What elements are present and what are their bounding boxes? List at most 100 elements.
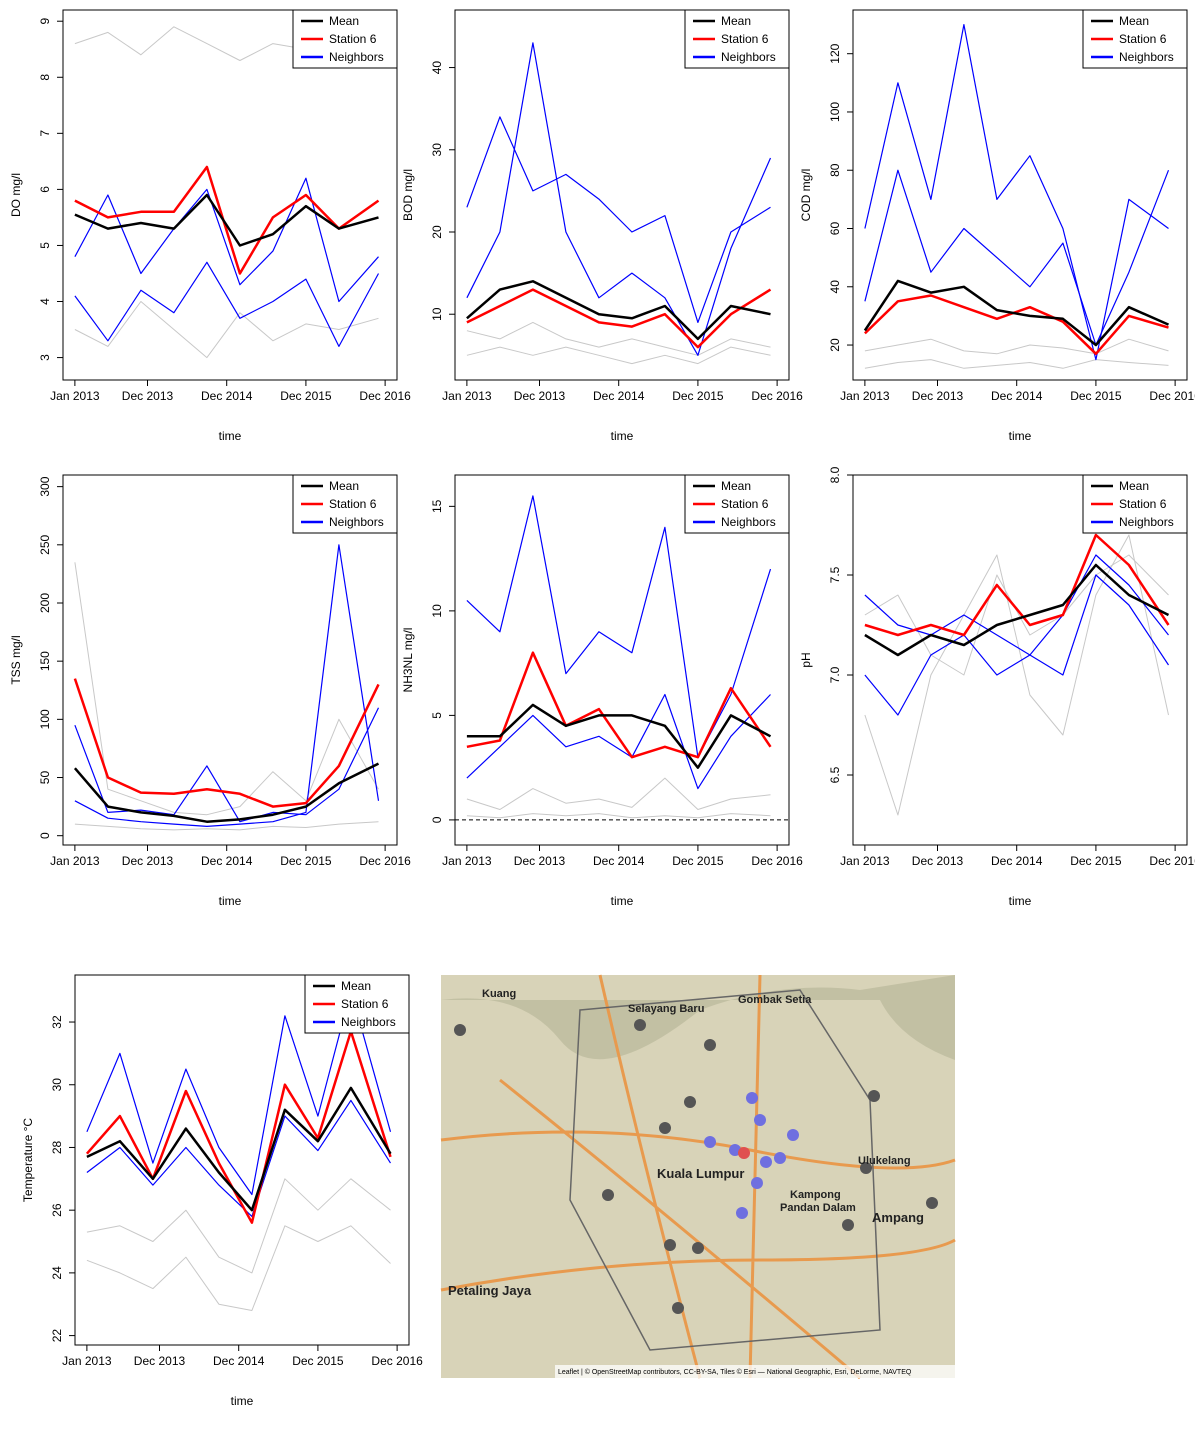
y-tick-label: 7 <box>38 130 52 137</box>
series-line <box>864 359 1169 369</box>
y-tick-label: 5 <box>38 242 52 249</box>
x-tick-label: Dec 2015 <box>1070 854 1122 868</box>
x-tick-label: Dec 2013 <box>122 389 174 403</box>
y-tick-label: 26 <box>50 1203 64 1217</box>
series-line <box>74 301 379 359</box>
x-tick-label: Dec 2013 <box>912 389 964 403</box>
x-tick-label: Dec 2013 <box>134 1354 186 1368</box>
y-tick-label: 50 <box>38 771 52 785</box>
x-tick-label: Dec 2016 <box>1149 854 1195 868</box>
series-line <box>864 294 1169 356</box>
map-label: Ampang <box>872 1210 924 1225</box>
series-line <box>86 990 392 1196</box>
plot-frame <box>62 474 398 846</box>
y-tick-label: 5 <box>430 712 444 719</box>
series-line <box>86 1225 391 1311</box>
y-tick-label: 10 <box>430 604 444 618</box>
y-tick-label: 0 <box>430 816 444 823</box>
series-line <box>466 703 772 769</box>
x-tick-label: Dec 2014 <box>991 854 1043 868</box>
x-axis-label: time <box>611 429 634 443</box>
x-tick-label: Dec 2014 <box>593 389 645 403</box>
series-line <box>466 42 772 356</box>
map-label: Gombak Setia <box>738 994 812 1006</box>
x-axis-label: time <box>219 429 242 443</box>
legend-label: Mean <box>1119 14 1149 28</box>
x-tick-label: Dec 2013 <box>514 389 566 403</box>
y-tick-label: 120 <box>828 43 842 63</box>
series-line <box>864 338 1169 355</box>
chart-panel: 10 20 30 40 Jan 2013 Dec 2013 Dec 2014 Dec 2015… <box>401 9 803 443</box>
y-tick-label: 8.0 <box>828 466 842 483</box>
x-tick-label: Dec 2016 <box>371 1354 423 1368</box>
y-tick-label: 24 <box>50 1266 64 1280</box>
series-line <box>864 534 1169 816</box>
legend-label: Neighbors <box>1119 515 1174 529</box>
y-tick-label: 300 <box>38 476 52 496</box>
x-tick-label: Dec 2013 <box>514 854 566 868</box>
x-tick-label: Dec 2015 <box>672 854 724 868</box>
x-tick-label: Jan 2013 <box>62 1354 112 1368</box>
x-tick-label: Dec 2016 <box>359 389 411 403</box>
series-line <box>86 1086 392 1212</box>
plot-frame <box>62 9 398 381</box>
x-axis-label: time <box>611 894 634 908</box>
y-tick-label: 9 <box>38 18 52 25</box>
y-tick-label: 6 <box>38 186 52 193</box>
x-tick-label: Dec 2016 <box>359 854 411 868</box>
x-tick-label: Dec 2014 <box>593 854 645 868</box>
legend-label: Station 6 <box>329 32 377 46</box>
series-line <box>864 574 1170 716</box>
map-neighbor-markers <box>704 1092 799 1219</box>
series-line <box>864 169 1170 346</box>
map-label: Ulukelang <box>858 1155 911 1167</box>
legend-label: Station 6 <box>1119 32 1167 46</box>
x-tick-label: Jan 2013 <box>840 389 890 403</box>
y-tick-label: 0 <box>38 832 52 839</box>
x-tick-label: Jan 2013 <box>840 854 890 868</box>
chart-panel: 0 5 10 15 Jan 2013 Dec 2013 Dec 2014 Dec 2015 De… <box>401 474 803 908</box>
legend-label: Neighbors <box>329 515 384 529</box>
series-line <box>86 1099 392 1217</box>
x-tick-label: Jan 2013 <box>50 389 100 403</box>
y-tick-label: 8 <box>38 74 52 81</box>
series-line <box>73 678 380 808</box>
x-axis-label: time <box>231 1394 254 1408</box>
x-axis-label: time <box>219 894 242 908</box>
series-line <box>864 533 1170 637</box>
legend-label: Mean <box>341 979 371 993</box>
map-label: Petaling Jaya <box>448 1283 532 1298</box>
chart-panel: 3 4 5 6 7 8 9 Jan 2013 Dec 2013 Dec 2014 Dec 2015 D… <box>9 9 411 443</box>
map: Kuang Selayang Baru Gombak Setia Kuala L… <box>440 974 956 1380</box>
series-line <box>466 777 771 810</box>
y-tick-label: 20 <box>430 225 444 239</box>
y-axis-label: COD mg/l <box>799 169 813 222</box>
series-line <box>74 707 380 823</box>
y-tick-label: 250 <box>38 534 52 554</box>
series-line <box>466 321 771 356</box>
y-tick-label: 4 <box>38 298 52 305</box>
series-line <box>74 562 379 816</box>
legend-label: Station 6 <box>1119 497 1167 511</box>
y-tick-label: 40 <box>430 61 444 75</box>
legend-label: Neighbors <box>329 50 384 64</box>
map-boundary <box>569 989 881 1351</box>
map-station-marker <box>738 1147 750 1159</box>
legend-label: Mean <box>1119 479 1149 493</box>
x-tick-label: Dec 2015 <box>292 1354 344 1368</box>
y-tick-label: 3 <box>38 354 52 361</box>
y-tick-label: 32 <box>50 1015 64 1029</box>
legend-label: Neighbors <box>721 515 776 529</box>
chart-panel: 22 24 26 28 30 32 Jan 2013 Dec 2013 Dec 2014 Dec … <box>21 974 423 1408</box>
series-line <box>864 24 1169 361</box>
y-tick-label: 7.0 <box>828 666 842 683</box>
map-background <box>441 975 955 1378</box>
series-line <box>864 563 1170 657</box>
y-axis-label: BOD mg/l <box>401 169 415 221</box>
series-line <box>74 165 380 275</box>
series-line <box>466 280 771 341</box>
x-tick-label: Dec 2015 <box>672 389 724 403</box>
x-tick-label: Dec 2016 <box>751 854 803 868</box>
x-tick-label: Dec 2014 <box>213 1354 265 1368</box>
chart-panel: 0 50 100 150 200 250 300 Jan 2013 Dec 2013 Dec 20… <box>9 474 411 908</box>
